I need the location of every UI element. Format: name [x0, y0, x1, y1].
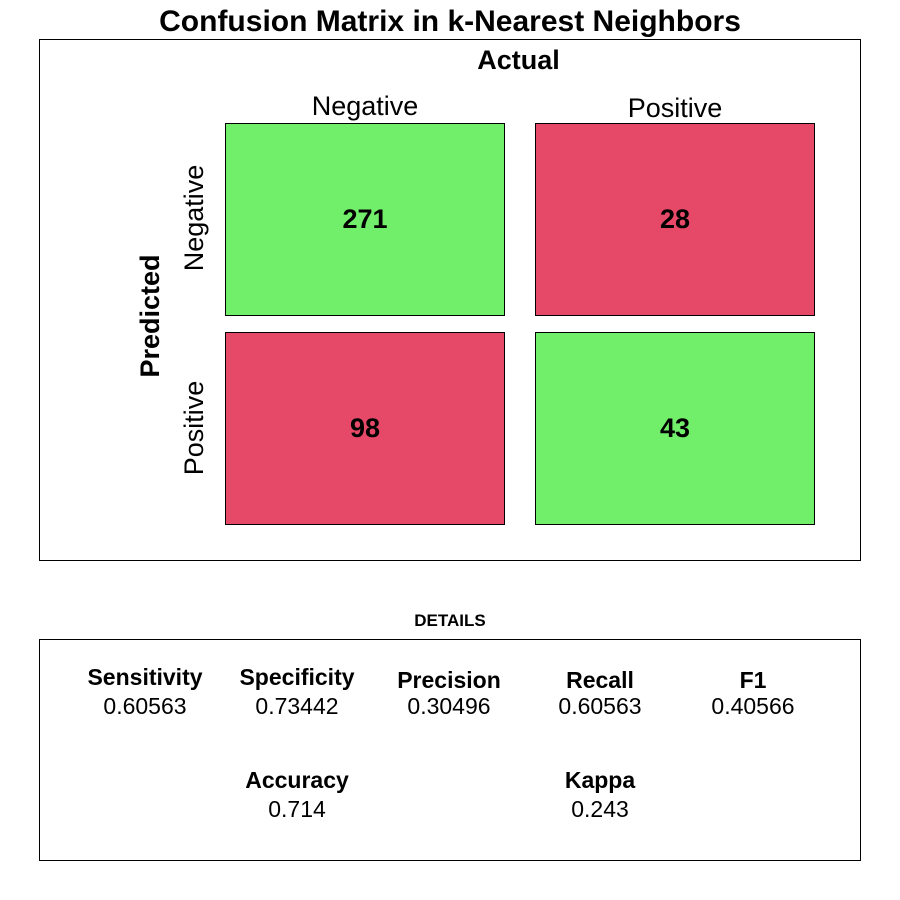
- metric-name: Specificity: [239, 664, 355, 690]
- cell-false-positive: 98: [225, 332, 505, 525]
- metric-value: 0.40566: [711, 693, 795, 719]
- metric-name: F1: [739, 667, 767, 693]
- metric-sensitivity: Sensitivity 0.60563: [65, 663, 225, 721]
- cell-false-negative: 28: [535, 123, 815, 316]
- column-label-negative: Negative: [311, 91, 419, 121]
- predicted-axis-title: Predicted: [135, 254, 165, 378]
- metric-value: 0.30496: [407, 693, 491, 719]
- metric-accuracy: Accuracy 0.714: [217, 766, 377, 824]
- metric-name: Sensitivity: [87, 664, 203, 690]
- metric-value: 0.714: [268, 796, 326, 822]
- metric-name: Accuracy: [245, 767, 349, 793]
- row-label-positive: Positive: [179, 380, 209, 476]
- metric-name: Kappa: [564, 767, 636, 793]
- actual-axis-title: Actual: [477, 45, 560, 75]
- metric-name: Recall: [566, 667, 634, 693]
- row-label-negative: Negative: [179, 164, 209, 272]
- metric-value: 0.243: [571, 796, 629, 822]
- details-panel: [39, 639, 861, 861]
- metric-precision: Precision 0.30496: [369, 666, 529, 721]
- cell-true-positive: 43: [535, 332, 815, 525]
- cell-true-negative: 271: [225, 123, 505, 316]
- metric-value: 0.60563: [558, 693, 642, 719]
- matrix-panel: [39, 39, 861, 561]
- details-title: DETAILS: [414, 611, 486, 630]
- metric-value: 0.73442: [255, 693, 339, 719]
- metric-recall: Recall 0.60563: [520, 666, 680, 721]
- metric-f1: F1 0.40566: [673, 666, 833, 721]
- metric-kappa: Kappa 0.243: [520, 766, 680, 824]
- metric-value: 0.60563: [103, 693, 187, 719]
- metric-specificity: Specificity 0.73442: [217, 663, 377, 721]
- column-label-positive: Positive: [627, 93, 723, 123]
- chart-title: Confusion Matrix in k-Nearest Neighbors: [159, 5, 741, 38]
- metric-name: Precision: [397, 667, 501, 693]
